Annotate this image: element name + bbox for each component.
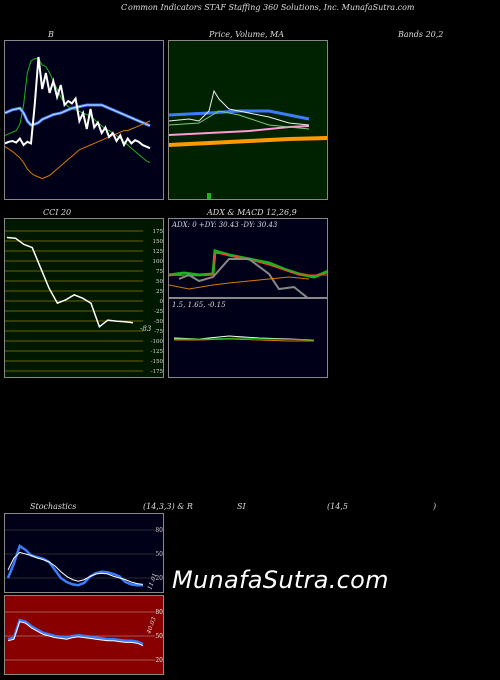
cci-tick-label: -150 bbox=[151, 359, 164, 365]
stoch-d-line bbox=[7, 551, 144, 585]
cci-tick-label: 0 bbox=[160, 299, 164, 305]
adx-panel: ADX: 0 +DY: 30.43 -DY: 30.43 bbox=[168, 218, 328, 298]
macd-panel: 1.5, 1.65, -0.15 bbox=[168, 298, 328, 378]
adx-chart bbox=[169, 249, 327, 297]
rsi-tick-label: 80 bbox=[155, 609, 163, 616]
rsi-line bbox=[7, 618, 144, 646]
rsi-tick-label: 20 bbox=[155, 657, 163, 664]
watermark: MunafaSutra.com bbox=[172, 566, 389, 594]
rsi-panel: 80 50 20 bbox=[4, 595, 164, 675]
stoch-params: (14,3,3) & R bbox=[143, 502, 193, 511]
price-panel bbox=[168, 40, 328, 200]
rsi-close: ) bbox=[433, 502, 437, 511]
cci-tick-label: -75 bbox=[154, 329, 163, 335]
cci-last-value: -83 bbox=[140, 325, 152, 333]
rsi-label: SI bbox=[237, 502, 246, 511]
cci-tick-label: 75 bbox=[156, 269, 163, 275]
rsi-params: (14,5 bbox=[327, 502, 348, 511]
bb-lower-line bbox=[5, 120, 151, 180]
macd-green bbox=[174, 337, 315, 341]
stoch-tick-label: 20 bbox=[155, 575, 163, 582]
cci-tick-label: -50 bbox=[154, 319, 163, 325]
bb-label: B bbox=[48, 30, 54, 39]
price-ma-label: Price, Volume, MA bbox=[209, 30, 285, 39]
macd-chart bbox=[173, 335, 315, 342]
ma-pink bbox=[169, 125, 310, 136]
adx-macd-label: ADX & MACD 12,26,9 bbox=[207, 208, 297, 217]
adx-grey bbox=[178, 258, 309, 297]
ma-white bbox=[169, 89, 310, 126]
rsi-tick-label: 50 bbox=[155, 633, 163, 640]
ma-green bbox=[169, 110, 310, 130]
bollinger-chart bbox=[5, 56, 151, 180]
cci-tick-label: 150 bbox=[153, 239, 164, 245]
rsi-chart: 80 50 20 bbox=[5, 609, 163, 664]
rsi-signal-line bbox=[7, 620, 144, 647]
cci-tick-label: 175 bbox=[153, 229, 164, 235]
signal-line bbox=[174, 338, 314, 342]
price-chart bbox=[169, 89, 327, 199]
cci-tick-label: -25 bbox=[154, 309, 163, 315]
stoch-label: Stochastics bbox=[30, 502, 77, 511]
bands-label: Bands 20,2 bbox=[398, 30, 444, 39]
cci-panel: 175 150 125 100 75 50 25 0 -25 -50 -75 -100 -125 -150… bbox=[4, 218, 164, 378]
volume-bar bbox=[207, 193, 211, 199]
cci-tick-label: 125 bbox=[153, 249, 164, 255]
bollinger-panel bbox=[4, 40, 164, 200]
stoch-panel: 80 50 20 bbox=[4, 513, 164, 593]
ma-orange bbox=[169, 136, 327, 147]
bb-price-line bbox=[5, 56, 151, 150]
cci-tick-label: -100 bbox=[151, 339, 164, 345]
stoch-tick-label: 50 bbox=[155, 551, 163, 558]
title-left: C bbox=[121, 3, 128, 12]
cci-label: CCI 20 bbox=[43, 208, 72, 217]
cci-line bbox=[6, 236, 134, 329]
stoch-k-line bbox=[6, 544, 143, 587]
stoch-tick-label: 80 bbox=[155, 527, 163, 534]
cci-tick-label: 25 bbox=[156, 289, 163, 295]
cci-tick-label: 100 bbox=[153, 259, 164, 265]
stoch-chart: 80 50 20 bbox=[5, 527, 163, 587]
cci-tick-label: -175 bbox=[151, 369, 164, 375]
cci-chart: 175 150 125 100 75 50 25 0 -25 -50 -75 -100 -125 -150… bbox=[5, 229, 164, 375]
cci-tick-label: 50 bbox=[156, 279, 163, 285]
cci-tick-label: -125 bbox=[151, 349, 164, 355]
adx-green bbox=[169, 249, 327, 279]
adx-orange bbox=[169, 276, 310, 290]
adx-values: ADX: 0 +DY: 30.43 -DY: 30.43 bbox=[172, 221, 278, 229]
macd-values: 1.5, 1.65, -0.15 bbox=[172, 301, 226, 309]
adx-red bbox=[169, 252, 327, 277]
page-title: ommon Indicators STAF Staffing 360 Solut… bbox=[128, 3, 415, 12]
